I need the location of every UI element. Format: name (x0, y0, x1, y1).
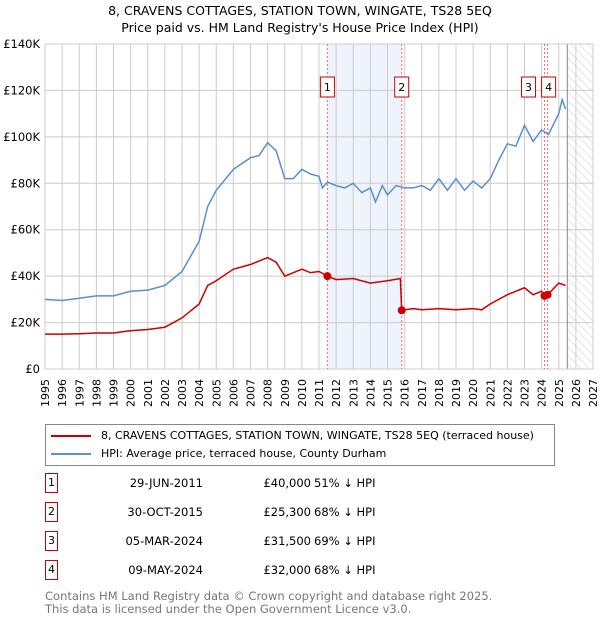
legend-swatch-price (51, 435, 91, 437)
sale-date: 05-MAR-2024 (125, 534, 203, 548)
sale-price: £25,300 (263, 505, 311, 519)
sale-marker-label: 1 (324, 81, 331, 94)
sale-row: 3 05-MAR-2024 £31,500 69% ↓ HPI (45, 531, 545, 551)
plot-border (44, 43, 594, 370)
y-tick-label: £60K (11, 223, 41, 237)
sale-badge: 1 (45, 473, 58, 493)
x-tick-label: 2021 (484, 379, 497, 407)
x-tick-label: 2005 (210, 379, 223, 407)
x-tick-label: 2024 (536, 379, 549, 407)
sale-marker-label: 4 (545, 81, 552, 94)
plot-area: 1995 1996 1997 1998 1999 2000 2001 2002 2003 2004… (3, 37, 600, 407)
x-tick-label: 1999 (108, 379, 121, 407)
x-tick-label: 2008 (262, 379, 275, 407)
y-tick-label: £0 (25, 362, 40, 376)
sale-point (543, 290, 552, 299)
x-tick-label: 2011 (313, 379, 326, 407)
sale-marker-box (394, 76, 410, 98)
sale-price: £31,500 (263, 534, 311, 548)
sale-price: £32,000 (263, 563, 311, 577)
x-tick-label: 1998 (90, 379, 103, 407)
sale-price: £40,000 (263, 476, 311, 490)
x-tick-label: 2003 (176, 379, 189, 407)
y-tick-label: £40K (11, 269, 41, 283)
sale-hpi-diff: 68% ↓ HPI (314, 563, 376, 577)
sale-row: 2 30-OCT-2015 £25,300 68% ↓ HPI (45, 502, 545, 522)
x-tick-label: 2026 (570, 379, 583, 407)
x-tick-label: 2025 (553, 379, 566, 407)
sale-date: 29-JUN-2011 (129, 476, 203, 490)
sale-date: 30-OCT-2015 (127, 505, 203, 519)
x-tick-label: 2018 (433, 379, 446, 407)
footer-line-2: This data is licensed under the Open Gov… (45, 602, 412, 616)
x-tick-label: 2014 (364, 379, 377, 407)
x-tick-label: 2015 (382, 379, 395, 407)
x-tick-label: 2009 (279, 379, 292, 407)
x-tick-label: 1997 (73, 379, 86, 407)
y-tick-label: £80K (11, 176, 41, 190)
y-tick-label: £20K (11, 316, 41, 330)
chart-title: 8, CRAVENS COTTAGES, STATION TOWN, WINGA… (108, 3, 492, 18)
x-tick-label: 2007 (245, 379, 258, 407)
x-tick-label: 2001 (142, 379, 155, 407)
sale-row: 4 09-MAY-2024 £32,000 68% ↓ HPI (45, 560, 545, 580)
x-tick-label: 2020 (467, 379, 480, 407)
legend: 8, CRAVENS COTTAGES, STATION TOWN, WINGA… (45, 424, 555, 466)
sale-badge: 4 (45, 560, 58, 580)
footer: Contains HM Land Registry data © Crown c… (45, 590, 492, 616)
sale-marker-box (521, 76, 537, 98)
sale-hpi-diff: 69% ↓ HPI (314, 534, 376, 548)
x-tick-label: 2022 (501, 379, 514, 407)
hpi-line (44, 97, 567, 302)
sale-hpi-diff: 68% ↓ HPI (314, 505, 376, 519)
x-tick-label: 1996 (56, 379, 69, 407)
sale-row: 1 29-JUN-2011 £40,000 51% ↓ HPI (45, 473, 545, 493)
sale-badge: 2 (45, 502, 58, 522)
sale-marker-box (319, 76, 335, 98)
footer-line-1: Contains HM Land Registry data © Crown c… (45, 589, 493, 603)
ownership-shading (327, 44, 402, 369)
y-tick-label: £140K (3, 37, 40, 51)
x-tick-label: 1995 (39, 379, 52, 407)
x-tick-label: 2004 (193, 379, 206, 407)
sale-hpi-diff: 51% ↓ HPI (314, 476, 376, 490)
legend-label-price: 8, CRAVENS COTTAGES, STATION TOWN, WINGA… (101, 429, 534, 442)
sale-point (397, 306, 406, 315)
y-tick-label: £120K (3, 83, 40, 97)
sale-point (323, 272, 332, 281)
x-tick-label: 2012 (330, 379, 343, 407)
sale-marker-label: 2 (398, 81, 405, 94)
x-tick-label: 2027 (587, 379, 600, 407)
x-tick-label: 2006 (227, 379, 240, 407)
x-tick-label: 2019 (450, 379, 463, 407)
x-tick-label: 2023 (519, 379, 532, 407)
y-tick-label: £100K (3, 130, 40, 144)
price-line (45, 256, 566, 335)
sale-marker-label: 3 (525, 81, 532, 94)
x-tick-label: 2017 (416, 379, 429, 407)
x-tick-label: 2002 (159, 379, 172, 407)
x-tick-label: 2010 (296, 379, 309, 407)
forecast-hatch (567, 44, 593, 369)
sale-badge: 3 (45, 531, 58, 551)
sale-date: 09-MAY-2024 (128, 563, 203, 577)
sale-marker-box (541, 76, 557, 98)
chart-subtitle: Price paid vs. HM Land Registry's House … (121, 20, 479, 35)
legend-swatch-hpi (51, 453, 91, 455)
x-tick-label: 2000 (125, 379, 138, 407)
x-tick-label: 2016 (399, 379, 412, 407)
x-tick-label: 2013 (347, 379, 360, 407)
legend-label-hpi: HPI: Average price, terraced house, Coun… (101, 447, 387, 460)
